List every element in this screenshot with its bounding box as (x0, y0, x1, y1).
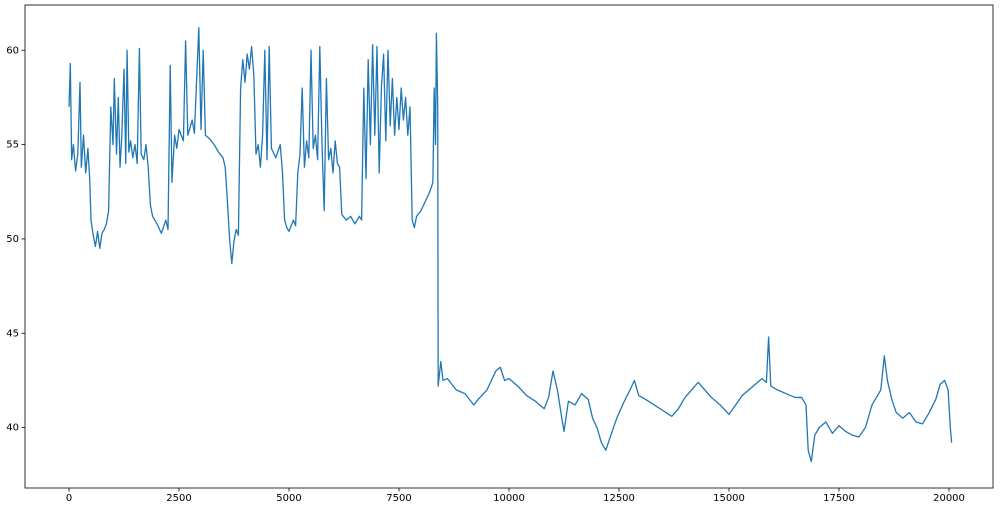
y-tick-label: 60 (6, 45, 19, 56)
x-tick-label: 12500 (603, 493, 635, 504)
x-tick-label: 0 (66, 493, 72, 504)
y-tick-label: 55 (6, 140, 19, 151)
x-tick-label: 7500 (386, 493, 411, 504)
y-tick-label: 45 (6, 328, 19, 339)
x-tick-label: 2500 (166, 493, 191, 504)
x-tick-label: 15000 (713, 493, 745, 504)
y-tick-label: 40 (6, 423, 19, 434)
x-tick-label: 10000 (493, 493, 525, 504)
x-tick-label: 20000 (933, 493, 965, 504)
x-tick-label: 17500 (823, 493, 855, 504)
line (68, 26, 953, 463)
y-tick-label: 50 (6, 234, 19, 245)
x-tick-label: 5000 (276, 493, 301, 504)
